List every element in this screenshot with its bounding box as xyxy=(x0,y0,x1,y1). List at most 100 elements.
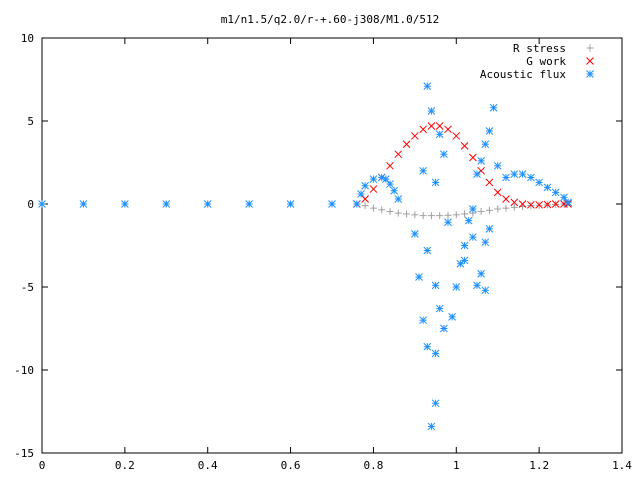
legend-label: Acoustic flux xyxy=(480,68,566,81)
data-point xyxy=(386,161,394,170)
legend-marker xyxy=(586,44,594,52)
data-point xyxy=(394,150,403,159)
data-point xyxy=(460,241,469,250)
x-tick-label: 1.4 xyxy=(612,459,632,472)
data-point xyxy=(245,200,253,208)
data-point xyxy=(543,183,552,192)
data-point xyxy=(481,238,490,247)
data-point xyxy=(502,204,510,212)
data-point xyxy=(427,107,436,115)
data-point xyxy=(551,188,560,197)
data-point xyxy=(423,82,432,90)
y-tick-label: 0 xyxy=(27,198,34,211)
data-point xyxy=(386,207,394,215)
data-point xyxy=(494,205,502,213)
data-point xyxy=(431,349,440,358)
data-point xyxy=(427,122,436,130)
data-point xyxy=(419,212,427,220)
data-point xyxy=(527,202,535,210)
data-point xyxy=(452,211,460,219)
data-point xyxy=(390,186,398,195)
data-point xyxy=(551,200,560,208)
data-point xyxy=(477,269,485,278)
data-point xyxy=(419,316,427,325)
data-point xyxy=(435,122,444,130)
data-point xyxy=(564,198,572,207)
data-point xyxy=(502,195,510,203)
data-point xyxy=(435,130,444,139)
data-point xyxy=(469,153,477,162)
data-point xyxy=(461,210,469,218)
data-point xyxy=(369,204,377,212)
data-point xyxy=(477,156,485,165)
data-point xyxy=(510,198,519,207)
data-point xyxy=(460,142,469,150)
data-point xyxy=(38,200,46,208)
legend-label: R stress xyxy=(513,42,566,55)
data-point xyxy=(162,200,171,208)
data-point xyxy=(444,125,452,134)
data-point xyxy=(431,281,440,290)
series-1 xyxy=(353,122,572,209)
data-point xyxy=(535,178,543,187)
data-point xyxy=(79,200,88,208)
data-point xyxy=(382,175,390,183)
data-point xyxy=(444,218,452,227)
data-point xyxy=(386,180,394,188)
data-point xyxy=(361,202,369,210)
data-point xyxy=(357,190,365,198)
data-point xyxy=(481,140,490,149)
data-point xyxy=(485,127,494,135)
data-point xyxy=(394,195,403,203)
data-point xyxy=(423,246,432,255)
y-tick-label: 5 xyxy=(27,115,34,128)
data-point xyxy=(415,273,423,281)
x-tick-label: 0 xyxy=(39,459,46,472)
data-point xyxy=(361,195,369,203)
series-layer xyxy=(38,82,572,431)
data-point xyxy=(485,206,493,214)
data-point xyxy=(369,185,378,193)
data-point xyxy=(469,205,477,213)
data-point xyxy=(485,178,494,187)
data-point xyxy=(452,132,461,140)
data-point xyxy=(423,342,432,351)
data-point xyxy=(493,161,502,170)
data-point xyxy=(353,200,361,208)
data-point xyxy=(469,233,477,242)
data-point xyxy=(448,313,456,321)
data-point xyxy=(444,211,452,219)
data-point xyxy=(464,216,473,225)
data-point xyxy=(431,399,440,408)
data-point xyxy=(527,200,535,209)
data-point xyxy=(403,210,411,218)
data-point xyxy=(435,304,444,313)
chart-title: m1/n1.5/q2.0/r-+.60-j308/M1.0/512 xyxy=(221,13,440,26)
data-point xyxy=(543,200,552,209)
series-0 xyxy=(38,200,568,220)
data-point xyxy=(489,103,498,112)
data-point xyxy=(369,175,378,183)
data-point xyxy=(427,212,435,220)
legend-label: G work xyxy=(526,55,566,68)
data-point xyxy=(535,200,543,209)
x-tick-label: 1 xyxy=(453,459,460,472)
data-point xyxy=(427,422,436,431)
data-point xyxy=(419,125,427,134)
data-point xyxy=(518,170,527,178)
legend-marker xyxy=(586,57,594,65)
y-tick-label: -5 xyxy=(21,281,34,294)
data-point xyxy=(481,286,490,295)
x-tick-label: 0.6 xyxy=(281,459,301,472)
data-point xyxy=(473,170,481,178)
data-point xyxy=(431,178,440,187)
data-point xyxy=(456,259,465,268)
data-point xyxy=(452,283,461,291)
data-point xyxy=(527,173,535,182)
data-point xyxy=(485,225,494,233)
data-point xyxy=(518,200,527,208)
data-point xyxy=(510,170,519,178)
data-point xyxy=(402,140,411,149)
